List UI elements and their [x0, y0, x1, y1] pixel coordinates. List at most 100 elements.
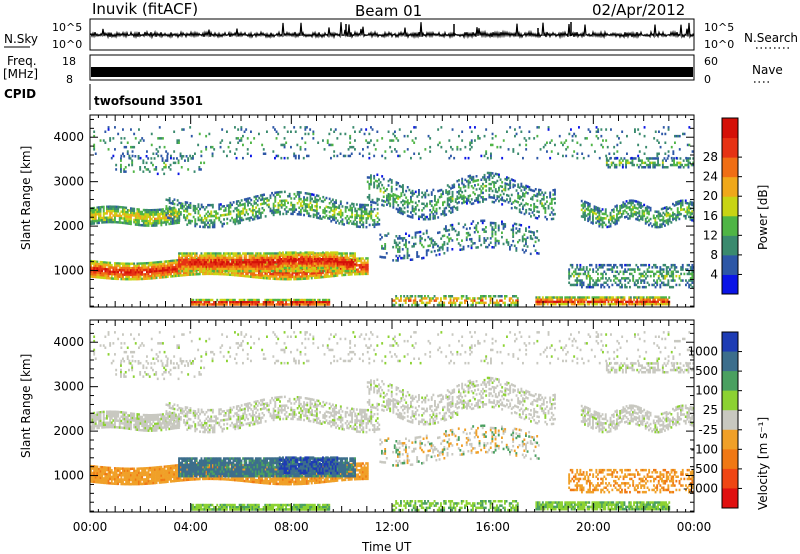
heatmap-cell [459, 196, 462, 199]
heatmap-cell [109, 261, 112, 265]
heatmap-cell [224, 263, 227, 266]
heatmap-cell [117, 275, 120, 278]
heatmap-cell [319, 197, 321, 200]
heatmap-cell [139, 223, 142, 227]
heatmap-cell [355, 223, 358, 226]
heatmap-cell [237, 252, 240, 255]
heatmap-cell [235, 269, 238, 273]
heatmap-cell [267, 275, 270, 278]
heatmap-cell [232, 258, 235, 262]
heatmap-cell [413, 192, 416, 195]
heatmap-cell [410, 215, 412, 219]
heatmap-cell [184, 273, 187, 277]
heatmap-cell [210, 256, 212, 260]
heatmap-cell [330, 272, 332, 276]
heatmap-cell [149, 217, 152, 221]
heatmap-cell [501, 198, 504, 202]
heatmap-cell [109, 220, 112, 224]
heatmap-cell [285, 275, 288, 279]
heatmap-cell [424, 196, 427, 199]
heatmap-cell [307, 192, 310, 196]
heatmap-cell [493, 181, 496, 184]
heatmap-cell [368, 193, 371, 197]
heatmap-cell [342, 252, 345, 255]
heatmap-cell [637, 296, 640, 299]
heatmap-cell [314, 262, 316, 265]
heatmap-cell [270, 267, 273, 271]
heatmap-cell [232, 256, 235, 260]
heatmap-cell [481, 228, 484, 231]
heatmap-cell [427, 217, 430, 221]
heatmap-cell [311, 208, 313, 212]
heatmap-cell [596, 298, 599, 301]
heatmap-cell [629, 302, 632, 306]
heatmap-cell [206, 272, 209, 276]
heatmap-cell [200, 205, 203, 209]
heatmap-cell [222, 269, 225, 273]
heatmap-cell [434, 210, 436, 213]
heatmap-cell [443, 252, 446, 255]
heatmap-cell [494, 226, 497, 229]
heatmap-cell [346, 254, 348, 257]
heatmap-cell [359, 203, 361, 207]
heatmap-cell [461, 182, 464, 185]
heatmap-cell [235, 213, 238, 216]
heatmap-cell [98, 269, 100, 272]
heatmap-cell [154, 224, 156, 227]
heatmap-cell [318, 298, 321, 302]
heatmap-cell [144, 222, 147, 225]
heatmap-cell [144, 264, 147, 267]
heatmap-cell [482, 187, 484, 190]
heatmap-cell [349, 254, 352, 257]
heatmap-cell [155, 217, 158, 221]
heatmap-cell [239, 221, 241, 225]
heatmap-cell [102, 218, 105, 222]
heatmap-cell [235, 265, 238, 268]
heatmap-cell [139, 273, 142, 276]
heatmap-cell [219, 298, 222, 302]
heatmap-cell [245, 267, 248, 271]
heatmap-cell [237, 272, 240, 275]
heatmap-cell [304, 262, 307, 265]
heatmap-cell [421, 209, 424, 212]
heatmap-cell [373, 181, 376, 184]
heatmap-cell [195, 261, 198, 264]
heatmap-cell [494, 230, 497, 234]
heatmap-cell [559, 296, 562, 299]
heatmap-cell [331, 267, 334, 271]
heatmap-cell [216, 261, 219, 265]
heatmap-cell [258, 276, 260, 279]
heatmap-cell [501, 185, 504, 188]
heatmap-cell [518, 210, 521, 214]
heatmap-cell [163, 212, 166, 215]
heatmap-cell [350, 261, 353, 264]
heatmap-cell [222, 258, 225, 262]
heatmap-cell [647, 298, 650, 301]
heatmap-cell [266, 272, 268, 276]
heatmap-cell [501, 196, 504, 199]
heatmap-cell [254, 256, 257, 260]
heatmap-cell [194, 211, 197, 215]
heatmap-cell [237, 261, 240, 264]
heatmap-cell [250, 252, 252, 255]
heatmap-cell [406, 205, 409, 209]
heatmap-cell [325, 255, 328, 259]
heatmap-cell [328, 269, 331, 273]
heatmap-cell [330, 264, 332, 268]
heatmap-cell [251, 298, 254, 302]
heatmap-cell [250, 269, 252, 273]
heatmap-cell [512, 224, 515, 227]
heatmap-cell [339, 220, 342, 223]
heatmap-cell [147, 268, 150, 271]
heatmap-cell [256, 261, 259, 264]
heatmap-cell [130, 269, 132, 272]
heatmap-cell [333, 212, 336, 215]
heatmap-cell [483, 228, 486, 231]
heatmap-cell [114, 207, 116, 211]
heatmap-cell [497, 242, 500, 245]
heatmap-cell [526, 185, 529, 188]
heatmap-cell [157, 213, 160, 216]
heatmap-cell [267, 277, 270, 280]
heatmap-cell [336, 266, 339, 270]
heatmap-cell [251, 301, 254, 304]
